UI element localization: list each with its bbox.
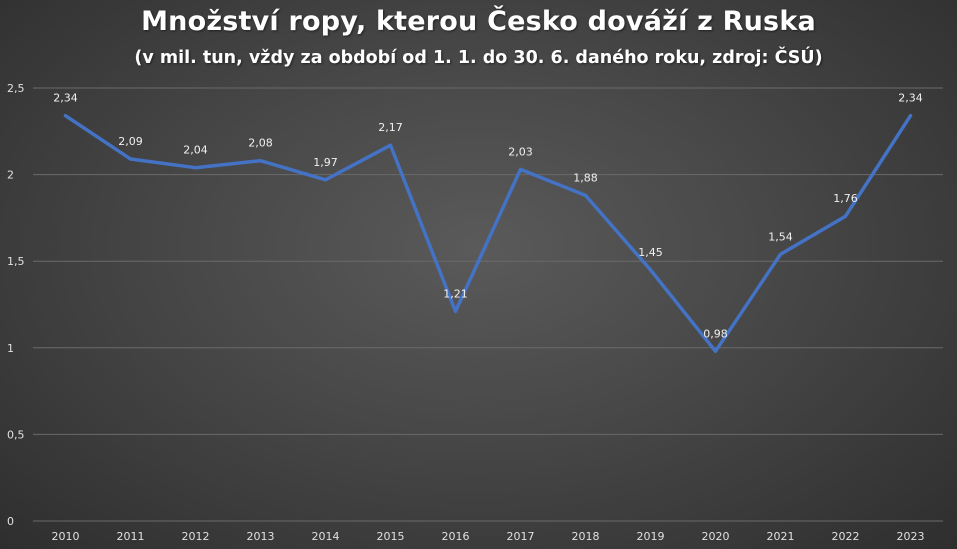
data-label: 2,08: [248, 137, 273, 150]
x-tick-label: 2015: [377, 530, 405, 543]
x-tick-label: 2018: [572, 530, 600, 543]
x-tick-label: 2013: [247, 530, 275, 543]
y-tick-label: 0,5: [7, 428, 25, 441]
data-label: 2,04: [183, 144, 208, 157]
gridlines: [33, 87, 943, 522]
data-label: 1,88: [573, 171, 598, 184]
data-label: 1,45: [638, 246, 663, 259]
x-tick-label: 2010: [52, 530, 80, 543]
y-tick-label: 1,5: [7, 255, 25, 268]
data-label: 0,98: [703, 327, 728, 340]
data-label: 1,54: [768, 230, 793, 243]
data-label: 1,97: [313, 156, 338, 169]
data-label: 2,03: [508, 145, 533, 158]
chart-subtitle: (v mil. tun, vždy za období od 1. 1. do …: [134, 48, 823, 68]
x-tick-label: 2017: [507, 530, 535, 543]
data-label: 1,76: [833, 192, 858, 205]
x-tick-label: 2014: [312, 530, 340, 543]
x-tick-label: 2022: [832, 530, 860, 543]
x-tick-label: 2019: [637, 530, 665, 543]
x-tick-label: 2021: [767, 530, 795, 543]
data-label: 1,21: [443, 287, 468, 300]
y-tick-label: 0: [7, 515, 14, 528]
data-label: 2,34: [53, 92, 78, 105]
x-tick-labels: 2010 2011 2012 2013 2014 2015 2016 2017 2018 2019…: [52, 530, 925, 543]
y-tick-labels: 0 0,5 1 1,5 2 2,5: [7, 82, 25, 528]
x-tick-label: 2012: [182, 530, 210, 543]
y-tick-label: 2,5: [7, 82, 25, 95]
x-tick-label: 2020: [702, 530, 730, 543]
series-line: [63, 113, 913, 354]
x-tick-label: 2016: [442, 530, 470, 543]
x-tick-label: 2023: [897, 530, 925, 543]
data-label: 2,09: [118, 135, 143, 148]
data-labels: 2,34 2,09 2,04 2,08 1,97 2,17 1,21 2,03 1,88 1,45…: [53, 92, 923, 341]
y-tick-label: 2: [7, 169, 14, 182]
chart-title: Množství ropy, kterou Česko dováží z Rus…: [141, 6, 816, 37]
data-label: 2,34: [898, 92, 923, 105]
y-tick-label: 1: [7, 342, 14, 355]
x-tick-label: 2011: [117, 530, 145, 543]
data-label: 2,17: [378, 121, 403, 134]
